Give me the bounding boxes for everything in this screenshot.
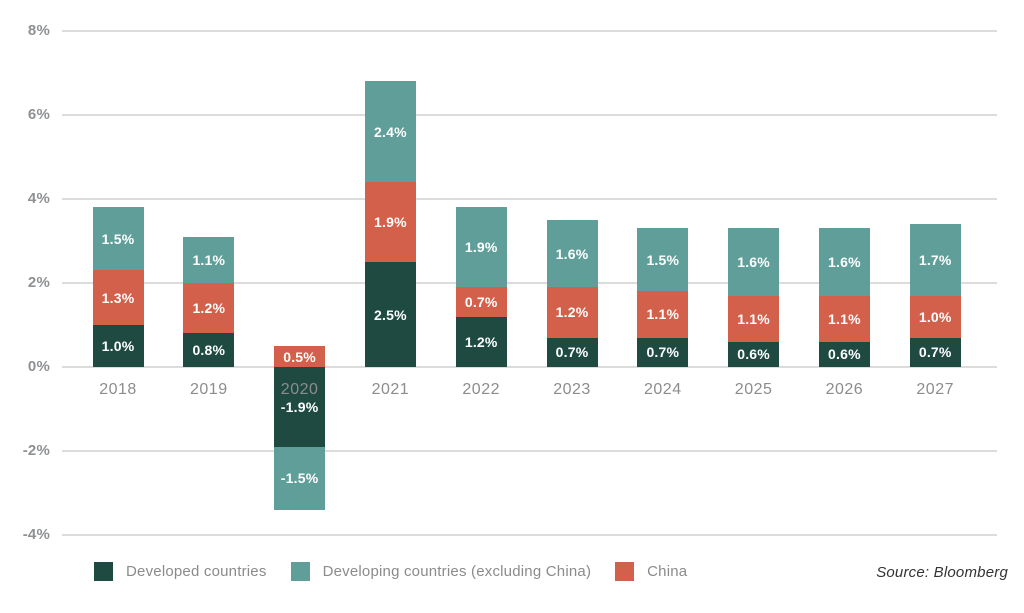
bar-value-label: 1.9%: [374, 214, 407, 231]
gridline: [62, 366, 997, 368]
bar-segment: 1.2%: [183, 283, 235, 334]
bar-segment: 1.1%: [183, 236, 235, 283]
bar-value-label: 1.0%: [918, 308, 952, 325]
bar-segment: 1.1%: [637, 291, 689, 338]
x-axis-year-label: 2022: [462, 381, 500, 398]
bar-segment: 2.4%: [364, 81, 416, 183]
bar-segment: 1.0%: [92, 325, 144, 367]
x-axis-year-label: 2025: [734, 381, 773, 398]
bar-value-label: 1.6%: [737, 253, 770, 270]
legend-swatch-icon: [290, 561, 310, 581]
legend-label: China: [647, 562, 688, 580]
x-axis-year-label: 2019: [190, 381, 228, 398]
bar-segment: 1.0%: [909, 295, 961, 338]
bar-value-label: 1.1%: [828, 310, 861, 327]
bar-segment: 0.7%: [637, 337, 689, 367]
bar-value-label: 1.0%: [101, 338, 135, 354]
bar-value-label: -1.9%: [280, 398, 319, 415]
bar-value-label: 0.6%: [737, 346, 770, 363]
bar-value-label: 2.5%: [374, 306, 407, 323]
y-axis-tick-label: 8%: [27, 22, 50, 39]
gridline: [62, 114, 997, 116]
legend-item: Developed countries: [94, 561, 267, 581]
bar-segment: 1.6%: [546, 220, 598, 288]
bar-value-label: 1.5%: [101, 230, 135, 247]
bar-segment: 1.7%: [909, 224, 961, 296]
bar-value-label: 1.2%: [192, 300, 226, 317]
bar-value-label: 1.2%: [464, 333, 498, 350]
x-axis-year-label: 2020: [280, 381, 319, 398]
legend-item: Developing countries (excluding China): [290, 561, 592, 581]
bar-value-label: -1.5%: [280, 470, 319, 487]
bar-segment: 1.3%: [92, 270, 144, 325]
bar-value-label: 0.5%: [283, 348, 316, 365]
bar-value-label: 0.8%: [192, 342, 226, 359]
bar-value-label: 1.6%: [555, 245, 589, 262]
legend: Developed countries Developing countries …: [94, 560, 687, 582]
bar-value-label: 1.9%: [464, 239, 498, 256]
bar-value-label: 0.7%: [464, 293, 498, 310]
bar-value-label: 1.6%: [828, 253, 861, 270]
x-axis-year-label: 2026: [825, 381, 864, 398]
bar-segment: 0.5%: [274, 346, 326, 367]
y-axis-tick-label: -4%: [22, 526, 50, 543]
bar-value-label: 1.3%: [101, 289, 135, 306]
bar-segment: 1.9%: [364, 182, 416, 262]
bar-value-label: 0.7%: [555, 344, 589, 361]
bar-segment: -1.9%: [274, 367, 326, 447]
x-axis-year-label: 2021: [371, 381, 410, 398]
gridline: [62, 534, 997, 536]
bar-segment: 1.6%: [728, 228, 780, 296]
bar-value-label: 2.4%: [374, 123, 407, 140]
bar-value-label: 1.1%: [192, 251, 226, 268]
bar-value-label: 0.7%: [918, 344, 952, 361]
gridline: [62, 282, 997, 284]
legend-label: Developed countries: [126, 562, 267, 580]
bar-segment: -1.5%: [274, 446, 326, 510]
bar-value-label: 0.7%: [646, 344, 680, 361]
bar-value-label: 1.1%: [737, 310, 770, 327]
gridline: [62, 450, 997, 452]
bar-segment: 1.1%: [728, 295, 780, 342]
y-axis-tick-label: -2%: [22, 442, 50, 459]
y-axis-tick-label: 0%: [27, 358, 50, 375]
bar-segment: 0.6%: [728, 341, 780, 367]
legend-swatch-icon: [94, 561, 113, 581]
bar-segment: 0.7%: [455, 287, 507, 317]
y-axis-tick-label: 2%: [27, 274, 50, 291]
bar-segment: 1.2%: [546, 287, 598, 338]
bar-value-label: 1.5%: [646, 251, 680, 268]
bar-segment: 1.1%: [818, 295, 870, 342]
x-axis-year-label: 2024: [644, 381, 682, 398]
bar-segment: 1.6%: [818, 228, 870, 296]
x-axis-year-label: 2018: [99, 381, 137, 398]
x-axis-year-label: 2027: [916, 381, 954, 398]
y-axis-tick-label: 6%: [27, 106, 50, 123]
bar-value-label: 1.7%: [918, 251, 952, 268]
bar-value-label: 0.6%: [828, 346, 861, 363]
source-citation: Source: Bloomberg: [876, 564, 1008, 581]
bar-value-label: 1.1%: [646, 306, 680, 323]
gridline: [62, 198, 997, 200]
bar-segment: 1.5%: [92, 207, 144, 271]
y-axis-tick-label: 4%: [27, 190, 50, 207]
bar-segment: 1.5%: [637, 228, 689, 292]
bar-segment: 2.5%: [364, 262, 416, 367]
legend-label: Developing countries (excluding China): [322, 562, 592, 580]
bar-segment: 0.7%: [546, 337, 598, 367]
bar-segment: 1.2%: [455, 316, 507, 367]
bar-value-label: 1.2%: [555, 304, 589, 321]
bar-segment: 0.7%: [909, 337, 961, 367]
x-axis-year-label: 2023: [553, 381, 591, 398]
legend-item: China: [615, 561, 688, 581]
gridline: [62, 30, 997, 32]
bar-segment: 0.6%: [818, 341, 870, 367]
bar-segment: 1.9%: [455, 207, 507, 288]
legend-swatch-icon: [615, 561, 635, 581]
bar-segment: 0.8%: [183, 333, 235, 367]
